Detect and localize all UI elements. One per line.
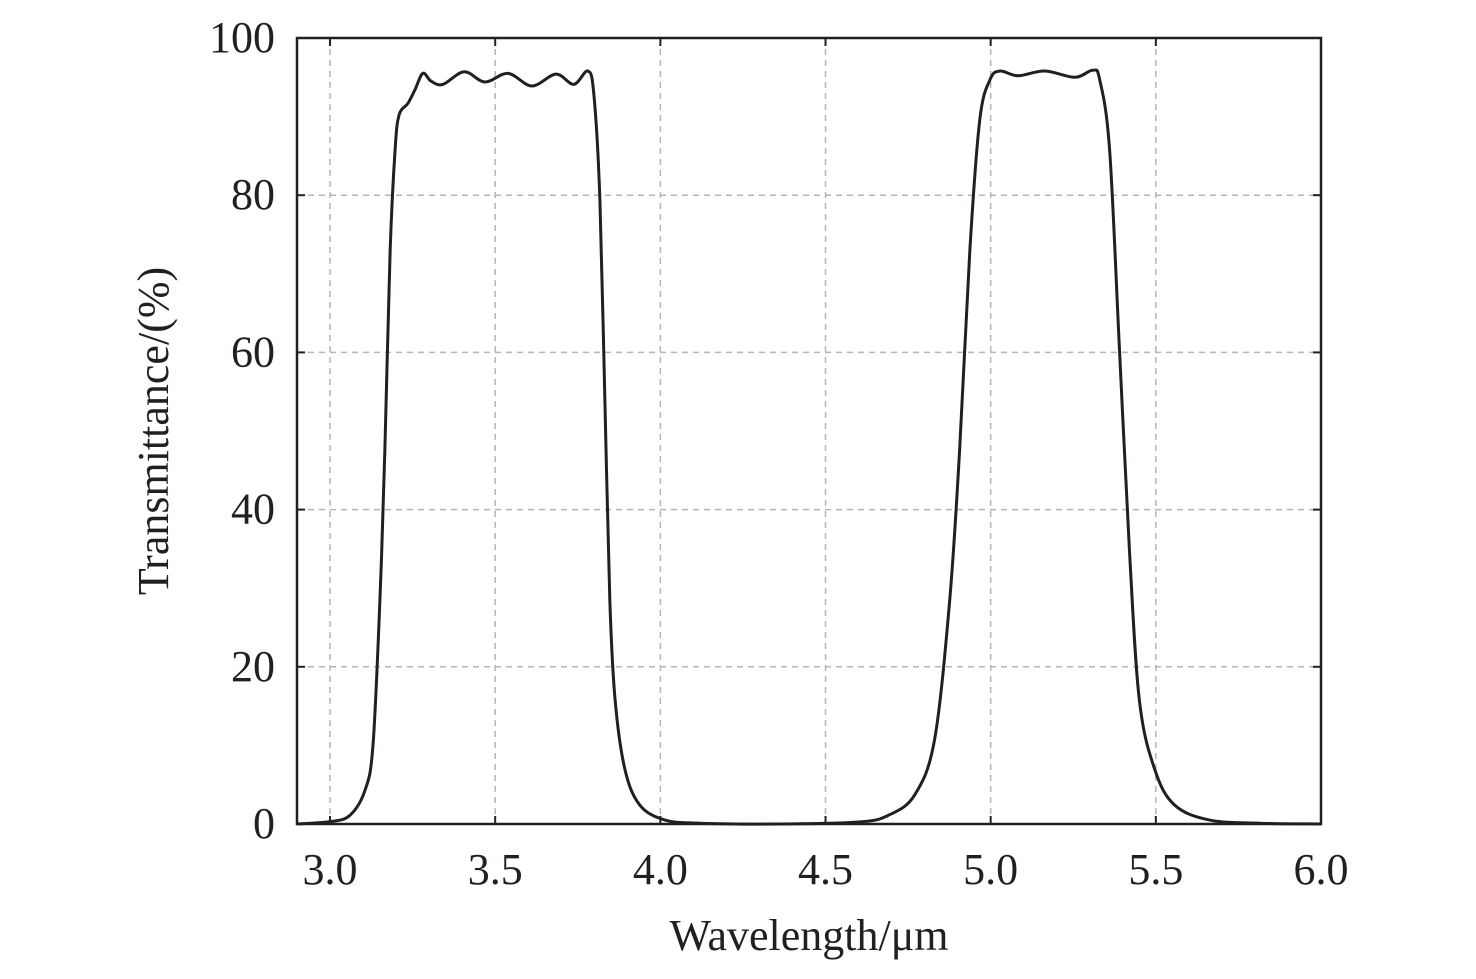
grid — [297, 38, 1321, 824]
x-tick-label: 3.5 — [468, 845, 523, 894]
y-tick-label: 0 — [253, 799, 275, 848]
y-tick-label: 100 — [209, 13, 275, 62]
x-tick-label: 4.0 — [633, 845, 688, 894]
y-tick-label: 80 — [231, 170, 275, 219]
ticks — [297, 37, 1322, 825]
x-tick-label: 3.0 — [303, 845, 358, 894]
x-tick-label: 6.0 — [1294, 845, 1349, 894]
transmittance-curve — [296, 68, 1322, 826]
y-tick-label: 60 — [231, 327, 275, 376]
x-tick-label: 5.0 — [963, 845, 1018, 894]
y-tick-label: 20 — [231, 642, 275, 691]
x-tick-label: 4.5 — [798, 845, 853, 894]
x-axis-label: Wavelength/μm — [669, 911, 948, 960]
y-tick-label: 40 — [231, 485, 275, 534]
plot-frame — [295, 36, 1323, 826]
y-axis-label: Transmittance/(%) — [129, 267, 178, 595]
y-tick-labels: 0 20 40 60 80 100 — [209, 13, 275, 848]
x-tick-label: 5.5 — [1128, 845, 1183, 894]
x-tick-labels: 3.0 3.5 4.0 4.5 5.0 5.5 6.0 — [303, 845, 1349, 894]
